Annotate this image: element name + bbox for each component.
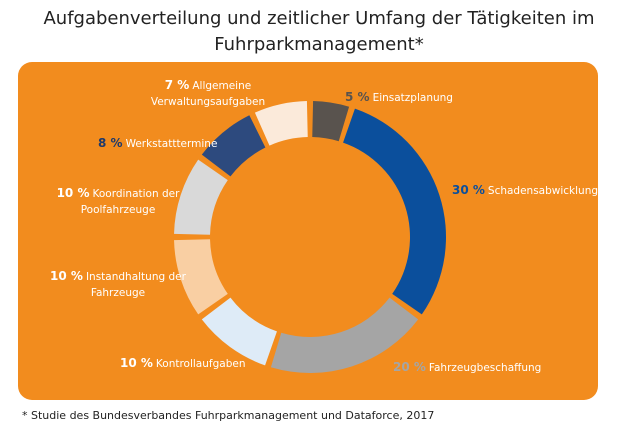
donut-segment	[270, 297, 419, 373]
value-label: 10 %	[56, 186, 90, 200]
donut-segment	[312, 101, 350, 142]
segment-label: 20 % Fahrzeugbeschaffung	[393, 359, 543, 376]
donut-segment	[201, 115, 266, 177]
segment-label: 10 % Instandhaltung der Fahrzeuge	[48, 268, 188, 301]
value-label: 5 %	[345, 90, 370, 104]
donut-segment	[343, 108, 446, 315]
value-label: 7 %	[164, 78, 190, 92]
value-label: 20 %	[393, 360, 426, 374]
category-label: Instandhaltung der Fahrzeuge	[85, 271, 186, 299]
value-label: 8 %	[98, 136, 123, 150]
category-label: Koordination der Poolfahrzeuge	[80, 188, 180, 216]
segment-label: 7 % Allgemeine Verwaltungsaufgaben	[148, 77, 268, 110]
footnote: * Studie des Bundesverbandes Fuhrparkman…	[22, 409, 435, 422]
donut-segment	[174, 159, 228, 235]
category-label: Fahrzeugbeschaffung	[428, 362, 542, 374]
segment-label: 10 % Kontrollaufgaben	[120, 355, 250, 372]
chart-background	[18, 62, 598, 400]
chart-title: Aufgabenverteilung und zeitlicher Umfang…	[43, 8, 595, 55]
donut-segment	[254, 101, 308, 146]
donut-segment	[174, 239, 228, 315]
value-label: 30 %	[452, 183, 485, 197]
category-label: Schadensabwicklung	[487, 185, 599, 197]
segment-label: 30 % Schadensabwicklung	[452, 182, 602, 199]
category-label: Allgemeine Verwaltungsaufgaben	[150, 80, 266, 108]
value-label: 10 %	[120, 356, 153, 370]
value-label: 10 %	[50, 269, 83, 283]
donut-segment	[201, 297, 277, 366]
category-label: Kontrollaufgaben	[155, 358, 246, 370]
segment-label: 8 % Werkstatttermine	[98, 135, 228, 152]
category-label: Werkstatttermine	[125, 138, 218, 150]
category-label: Einsatzplanung	[372, 92, 453, 104]
segment-label: 5 % Einsatzplanung	[345, 89, 465, 106]
segment-label: 10 % Koordination der Poolfahrzeuge	[48, 185, 188, 218]
